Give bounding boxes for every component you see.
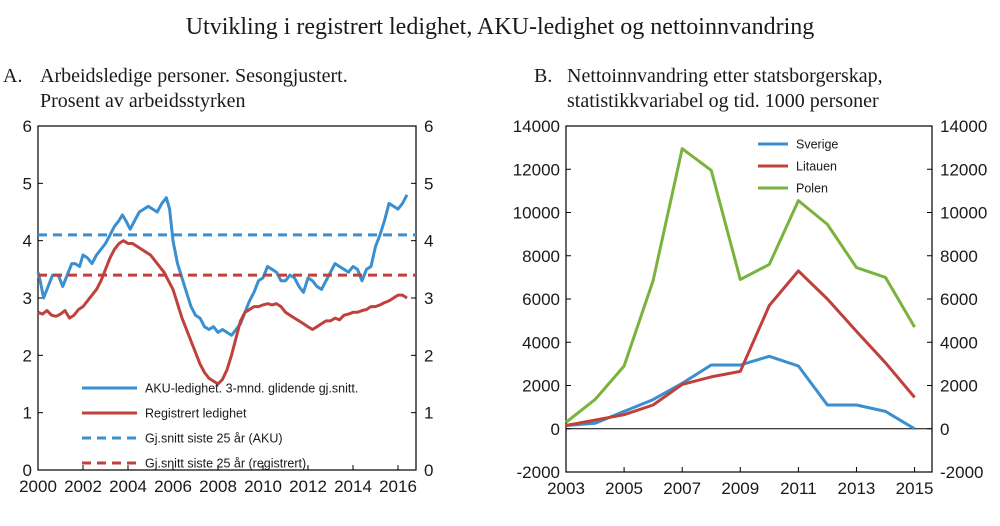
panel-b-right-y-tick-label: 6000: [940, 290, 978, 309]
panel-a-x-tick-label: 2008: [199, 477, 237, 496]
panel-b-left-y-tick-label: 0: [551, 420, 560, 439]
panel-b-left-y-tick-label: 8000: [522, 247, 560, 266]
panel-b-right-y-tick-label: 8000: [940, 247, 978, 266]
panel-a-title-line-2: Prosent av arbeidsstyrken: [40, 90, 246, 112]
panel-b-x-tick-label: 2015: [896, 479, 934, 498]
panel-b-right-y-tick-label: -2000: [940, 463, 983, 482]
panel-b-right-y-tick-label: 12000: [940, 160, 987, 179]
panel-b-right-y-tick-label: 4000: [940, 333, 978, 352]
panel-a-title-line-1: Arbeidsledige personer. Sesongjustert.: [40, 65, 348, 87]
panel-a-left-y-tick-label: 1: [23, 404, 32, 423]
panel-a-x-tick-label: 2002: [64, 477, 102, 496]
panel-a-right-y-tick-label: 1: [424, 404, 433, 423]
panel-a-legend-label-aku-ledighet-3-mnd-glidende-gj-snitt: AKU-ledighet. 3-mnd. glidende gj.snitt.: [145, 382, 358, 396]
panel-a: A. Arbeidsledige personer. Sesongjustert…: [3, 65, 433, 496]
panel-b-left-y-tick-label: 14000: [513, 117, 560, 136]
panel-b-right-y-tick-label: 10000: [940, 204, 987, 223]
panel-a-left-y-tick-label: 6: [23, 117, 32, 136]
panel-a-label: A.: [3, 65, 22, 87]
panel-a-series-registrert-ledighet: [37, 239, 408, 386]
panel-b-left-y-tick-label: 12000: [513, 160, 560, 179]
panel-a-x-tick-label: 2010: [244, 477, 282, 496]
panel-b-right-y-tick-label: 2000: [940, 377, 978, 396]
panel-a-x-tick-label: 2012: [289, 477, 327, 496]
panel-a-left-y-tick-label: 0: [23, 461, 32, 480]
panel-a-right-y-tick-label: 6: [424, 117, 433, 136]
figure-title: Utvikling i registrert ledighet, AKU-led…: [186, 14, 815, 40]
panel-b-left-y-tick-label: 2000: [522, 377, 560, 396]
panel-b-x-tick-label: 2009: [721, 479, 759, 498]
panel-a-right-y-tick-label: 5: [424, 174, 433, 193]
panel-b-left-y-tick-label: 10000: [513, 204, 560, 223]
panel-a-x-tick-label: 2006: [154, 477, 192, 496]
panel-a-left-y-tick-label: 5: [23, 174, 32, 193]
panel-a-x-tick-label: 2014: [334, 477, 372, 496]
panel-b-title-line-1: Nettoinnvandring etter statsborgerskap,: [567, 65, 883, 87]
panel-a-left-y-tick-label: 2: [23, 346, 32, 365]
panel-b-x-tick-label: 2003: [547, 479, 585, 498]
panel-b-plot-frame: [565, 125, 933, 473]
panel-a-legend-label-gj-snitt-siste-25-r-aku: Gj.snitt siste 25 år (AKU): [145, 432, 283, 446]
panel-b-legend-label-sverige: Sverige: [796, 138, 838, 152]
panel-b-left-y-tick-label: 6000: [522, 290, 560, 309]
panel-b-title-line-2: statistikkvariabel og tid. 1000 personer: [567, 90, 879, 112]
panel-a-legend-label-gj-snitt-siste-25-r-registrert: Gj.snitt siste 25 år (registrert): [145, 457, 306, 471]
panel-a-legend-label-registrert-ledighet: Registrert ledighet: [145, 407, 247, 421]
panel-b-right-y-tick-label: 0: [940, 420, 949, 439]
panel-b-label: B.: [534, 65, 552, 87]
panel-a-left-y-tick-label: 4: [23, 232, 32, 251]
panel-b-legend-label-litauen: Litauen: [796, 160, 837, 174]
panel-b-left-y-tick-label: -2000: [517, 463, 560, 482]
panel-b-series-sverige: [565, 354, 916, 431]
panel-a-x-tick-label: 2000: [19, 477, 57, 496]
panel-a-series-aku-ledighet-3-mnd-glidende-gj-snitt: [36, 194, 409, 337]
panel-a-x-tick-label: 2004: [109, 477, 147, 496]
panel-b: B. Nettoinnvandring etter statsborgerska…: [513, 65, 988, 498]
panel-b-legend-label-polen: Polen: [796, 182, 828, 196]
panel-a-left-y-tick-label: 3: [23, 289, 32, 308]
panel-a-right-y-tick-label: 2: [424, 346, 433, 365]
panel-b-right-y-tick-label: 14000: [940, 117, 987, 136]
panel-a-right-y-tick-label: 3: [424, 289, 433, 308]
panel-a-right-y-tick-label: 0: [424, 461, 433, 480]
panel-b-series-polen: [565, 147, 916, 424]
panel-b-x-tick-label: 2013: [838, 479, 876, 498]
panel-a-right-y-tick-label: 4: [424, 232, 433, 251]
panel-b-series-litauen: [565, 269, 916, 427]
panel-b-x-tick-label: 2011: [780, 479, 817, 498]
panel-b-x-tick-label: 2007: [663, 479, 701, 498]
panel-a-x-tick-label: 2016: [379, 477, 417, 496]
panel-b-x-tick-label: 2005: [605, 479, 643, 498]
panel-b-left-y-tick-label: 4000: [522, 333, 560, 352]
